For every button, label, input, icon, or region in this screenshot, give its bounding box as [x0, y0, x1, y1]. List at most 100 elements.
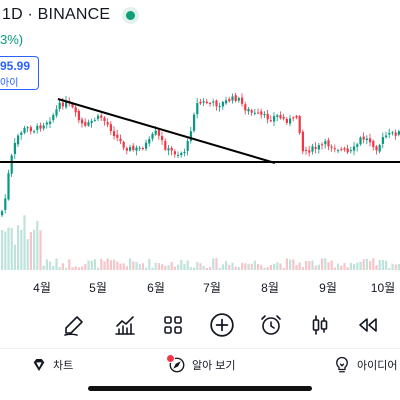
chart-type-button[interactable]: [300, 306, 340, 344]
candle-body: [215, 100, 218, 107]
volume-bar: [353, 263, 356, 270]
indicators-button[interactable]: [105, 306, 145, 344]
candle-body: [103, 117, 106, 121]
volume-bar: [317, 264, 320, 270]
candle-body: [225, 100, 228, 104]
nav-ideas[interactable]: 아이디어: [333, 353, 397, 377]
candle-body: [170, 147, 173, 151]
templates-button[interactable]: [153, 306, 193, 344]
rewind-button[interactable]: [348, 306, 388, 344]
candle-body: [282, 117, 285, 119]
symbol-title[interactable]: 1D · BINANCE: [2, 6, 111, 23]
candle-body: [26, 127, 29, 129]
volume-bar: [45, 259, 48, 270]
volume-bar: [298, 262, 301, 270]
candle-body: [346, 148, 349, 153]
volume-bar: [157, 263, 160, 270]
volume-bar: [145, 267, 148, 270]
candle-body: [298, 116, 301, 133]
candle-body: [247, 109, 250, 112]
volume-bar: [276, 262, 279, 270]
nav-explore[interactable]: 알아 보기: [166, 353, 236, 377]
volume-bar: [177, 264, 180, 270]
volume-bar: [33, 229, 36, 270]
candle-body: [234, 95, 237, 102]
candle-body: [90, 121, 93, 123]
candle-body: [161, 136, 164, 141]
candle-body: [17, 135, 20, 145]
nav-chart-label: 차트: [53, 360, 74, 372]
candle-body: [61, 102, 64, 107]
candle-body: [13, 142, 16, 155]
price-label-box: 95.99 아이: [0, 56, 39, 90]
volume-bar: [148, 258, 151, 270]
volume-bar: [113, 259, 116, 270]
alert-button[interactable]: [251, 306, 291, 344]
volume-bar: [378, 260, 381, 270]
candle-body: [359, 137, 362, 145]
indicators-icon: [115, 316, 135, 335]
candle-body: [330, 146, 333, 148]
x-tick-label: 9월: [319, 281, 337, 295]
volume-bar: [324, 258, 327, 270]
volume-bar: [122, 263, 125, 270]
nav-chart[interactable]: 차트: [31, 353, 73, 377]
candle-body: [49, 121, 52, 124]
candle-body: [253, 112, 256, 114]
volume-bar: [193, 267, 196, 270]
volume-bar: [397, 264, 400, 270]
volume-bar: [225, 261, 228, 270]
descending-trendline[interactable]: [57, 98, 276, 164]
volume-bar: [301, 267, 304, 270]
candle-body: [39, 125, 42, 129]
candle-body: [183, 151, 186, 153]
candle-body: [193, 114, 196, 131]
volume-bar: [372, 258, 375, 270]
candle-body: [132, 145, 135, 151]
volume-bar: [221, 264, 224, 270]
volume-bar: [292, 259, 295, 270]
volume-bar: [234, 266, 237, 270]
volume-bar: [311, 260, 314, 270]
draw-tool-button[interactable]: [54, 306, 94, 344]
volume-bar: [199, 263, 202, 270]
nav-explore-label: 알아 보기: [192, 360, 236, 372]
volume-bar: [266, 267, 269, 270]
volume-bar: [103, 261, 106, 270]
volume-bar: [285, 258, 288, 270]
ideas-bulb-icon: [336, 356, 348, 373]
candle-body: [199, 101, 202, 104]
volume-bar: [20, 229, 23, 270]
candle-body: [100, 115, 103, 118]
candle-body: [189, 131, 192, 141]
market-status-dot: [126, 11, 135, 20]
volume-bar: [183, 264, 186, 270]
candle-body: [10, 155, 13, 174]
candle-body: [276, 115, 279, 117]
x-axis: 4월 5월 6월 7월 8월 9월 10월: [33, 281, 395, 295]
rewind-icon: [359, 318, 377, 332]
volume-bar: [359, 261, 362, 270]
volume-bar: [305, 261, 308, 270]
volume-bar: [388, 267, 391, 270]
candle-body: [4, 198, 7, 210]
volume-bar: [253, 260, 256, 270]
candle-body: [36, 125, 39, 130]
nav-ideas-label: 아이디어: [357, 360, 398, 372]
price-chart[interactable]: 4월 5월 6월 7월 8월 9월 10월: [0, 0, 400, 300]
templates-icon: [164, 316, 182, 334]
volume-bar: [29, 231, 32, 270]
candle-body: [109, 124, 112, 132]
volume-bar: [109, 260, 112, 270]
volume-bar: [151, 267, 154, 270]
volume-bar: [55, 258, 58, 270]
candle-body: [87, 122, 90, 126]
alert-clock-icon: [261, 315, 281, 335]
candle-body: [20, 132, 23, 135]
volume-bar: [71, 267, 74, 270]
volume-bar: [349, 262, 352, 270]
candle-body: [228, 98, 231, 102]
add-button[interactable]: [202, 306, 242, 344]
candle-body: [327, 140, 330, 147]
candle-body: [337, 150, 340, 152]
